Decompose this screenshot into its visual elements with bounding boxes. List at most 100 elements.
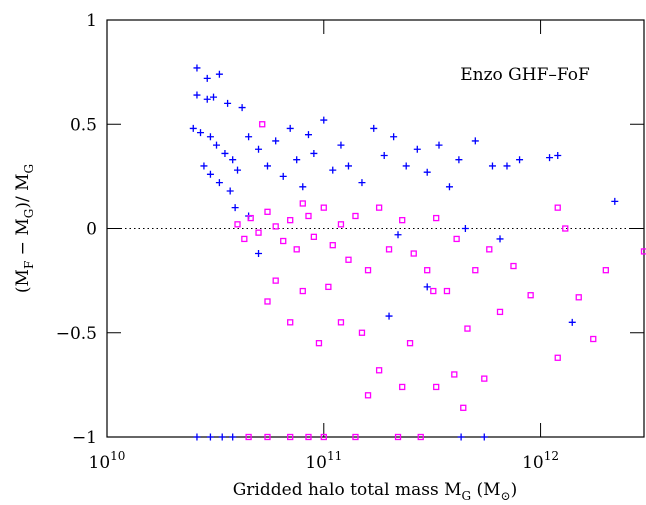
plus-point [216, 71, 223, 78]
y-label-part: )/ M [13, 173, 33, 208]
plus-point [516, 156, 523, 163]
plus-point [232, 204, 239, 211]
square-point [555, 205, 560, 210]
square-point [461, 405, 466, 410]
square-point [452, 372, 457, 377]
plus-point [227, 187, 234, 194]
square-point [366, 393, 371, 398]
square-point [260, 122, 265, 127]
square-point [498, 309, 503, 314]
plus-point [345, 162, 352, 169]
square-point [454, 236, 459, 241]
square-point [444, 289, 449, 294]
square-point [400, 384, 405, 389]
plus-point [569, 319, 576, 326]
square-point [316, 341, 321, 346]
plus-point [207, 133, 214, 140]
plus-point [255, 146, 262, 153]
x-tick-label: 1011 [305, 449, 342, 473]
square-point [576, 295, 581, 300]
square-point [281, 239, 286, 244]
y-label-subscript: G [22, 164, 36, 174]
plus-point [611, 198, 618, 205]
plus-point [213, 142, 220, 149]
plus-point [224, 100, 231, 107]
plus-point [462, 225, 469, 232]
square-point [346, 257, 351, 262]
square-point [306, 213, 311, 218]
square-point [434, 384, 439, 389]
plus-point [403, 162, 410, 169]
square-point [408, 341, 413, 346]
square-point [465, 326, 470, 331]
square-point [288, 320, 293, 325]
square-point [235, 222, 240, 227]
plus-point [255, 250, 262, 257]
y-axis-label: (MF − MG)/ MG [13, 164, 36, 293]
y-label-subscript: F [22, 261, 36, 269]
plus-point [481, 434, 488, 441]
square-point [311, 234, 316, 239]
square-point [326, 284, 331, 289]
plus-point [390, 133, 397, 140]
plus-point [229, 434, 236, 441]
x-tick-base: 10 [522, 453, 544, 473]
square-point [300, 289, 305, 294]
plus-point [386, 313, 393, 320]
plus-point [264, 162, 271, 169]
x-tick-label: 1012 [522, 449, 559, 473]
square-point [294, 247, 299, 252]
square-point [487, 247, 492, 252]
plus-point [424, 169, 431, 176]
x-label-subscript: G [462, 489, 472, 501]
plus-point [497, 235, 504, 242]
y-tick-label: −0.5 [56, 324, 97, 344]
plus-point [329, 167, 336, 174]
plus-point [305, 131, 312, 138]
square-point [387, 247, 392, 252]
plus-point [370, 125, 377, 132]
x-tick-base: 10 [305, 453, 327, 473]
plus-point [424, 283, 431, 290]
plus-point [272, 137, 279, 144]
plus-point [216, 179, 223, 186]
y-label-part: (M [13, 269, 33, 293]
square-point [353, 213, 358, 218]
square-point [473, 268, 478, 273]
y-label-subscript: G [22, 209, 36, 219]
plus-point [381, 152, 388, 159]
annotation: Enzo GHF–FoF [460, 65, 590, 85]
plus-point [320, 117, 327, 124]
plus-point [239, 104, 246, 111]
plus-point [193, 434, 200, 441]
square-point [338, 222, 343, 227]
square-point [377, 205, 382, 210]
square-point [411, 251, 416, 256]
plus-point [221, 150, 228, 157]
plus-point [190, 125, 197, 132]
plus-point [310, 150, 317, 157]
square-point [359, 330, 364, 335]
y-tick-label: 0 [86, 220, 97, 240]
square-point [434, 216, 439, 221]
plus-point [435, 142, 442, 149]
square-point [400, 218, 405, 223]
plus-point [197, 129, 204, 136]
square-point [603, 268, 608, 273]
square-point [242, 236, 247, 241]
plus-point [219, 434, 226, 441]
y-label-part: − M [13, 218, 33, 260]
y-tick-label: 0.5 [70, 115, 97, 135]
x-tick-base: 10 [89, 453, 111, 473]
x-label-part: ) [511, 480, 518, 500]
square-point [330, 243, 335, 248]
y-tick-label: 1 [86, 11, 97, 31]
square-point [265, 209, 270, 214]
square-point [431, 289, 436, 294]
square-point [591, 337, 596, 342]
square-point [555, 355, 560, 360]
plus-point [210, 94, 217, 101]
square-point [288, 218, 293, 223]
plus-point [414, 146, 421, 153]
